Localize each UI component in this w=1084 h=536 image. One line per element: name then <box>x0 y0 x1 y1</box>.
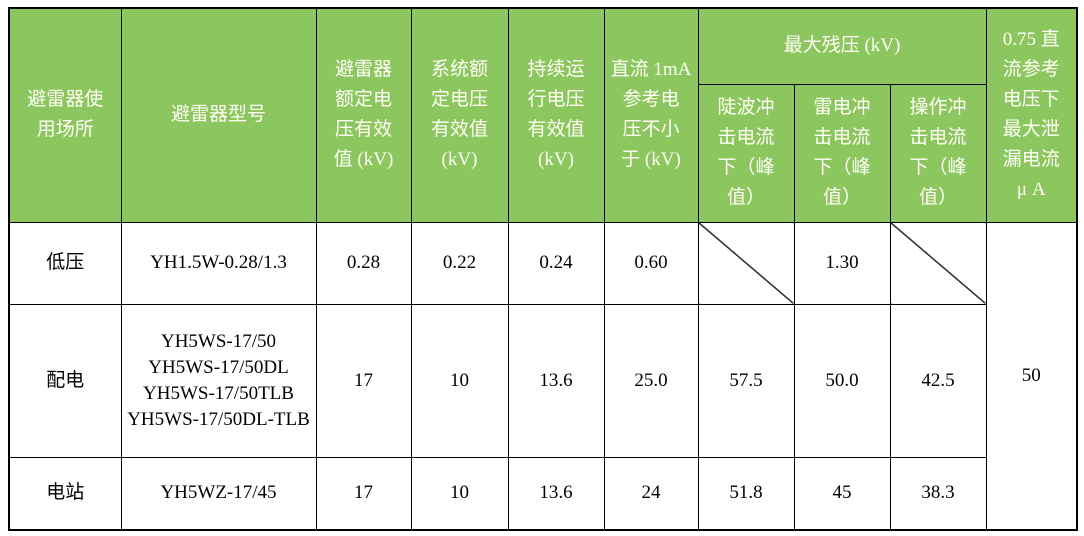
cell-rated: 17 <box>315 303 412 458</box>
table-row-station: 电站 YH5WZ-17/45 17 10 13.6 24 51.8 45 38.… <box>8 456 1077 531</box>
cell-lightning: 50.0 <box>793 303 891 458</box>
header-place: 避雷器使 用场所 <box>8 7 122 223</box>
cell-dc1ma: 25.0 <box>603 303 699 458</box>
cell-leakage-merged: 50 <box>985 221 1078 531</box>
cell-rated: 17 <box>315 456 412 531</box>
cell-model: YH5WS-17/50 YH5WS-17/50DL YH5WS-17/50TLB… <box>120 303 317 458</box>
diagonal-slash-cell-steep <box>697 221 795 305</box>
header-rated-voltage: 避雷器 额定电 压有效 值 (kV) <box>315 7 412 223</box>
cell-place: 电站 <box>8 456 122 531</box>
cell-lightning: 1.30 <box>793 221 891 305</box>
table-row-low-voltage: 低压 YH1.5W-0.28/1.3 0.28 0.22 0.24 0.60 1… <box>8 221 1078 531</box>
cell-switching: 42.5 <box>889 303 987 458</box>
cell-continuous: 13.6 <box>507 456 605 531</box>
cell-system: 10 <box>410 456 509 531</box>
header-dc-1ma-voltage: 直流 1mA 参考电 压不小 于 (kV) <box>603 7 699 223</box>
cell-continuous: 0.24 <box>507 221 605 305</box>
cell-dc1ma: 0.60 <box>603 221 699 305</box>
cell-system: 0.22 <box>410 221 509 305</box>
cell-steep: 57.5 <box>697 303 795 458</box>
header-max-residual-group: 最大残压 (kV) <box>697 7 987 85</box>
header-system-voltage: 系统额 定电压 有效值 (kV) <box>410 7 509 223</box>
header-model: 避雷器型号 <box>120 7 317 223</box>
diagonal-slash-cell-switching <box>889 221 987 305</box>
header-leakage-current: 0.75 直 流参考 电压下 最大泄 漏电流 μ A <box>985 7 1078 223</box>
cell-continuous: 13.6 <box>507 303 605 458</box>
cell-system: 10 <box>410 303 509 458</box>
table-row-distribution: 配电 YH5WS-17/50 YH5WS-17/50DL YH5WS-17/50… <box>8 303 1077 458</box>
cell-place: 低压 <box>8 221 122 305</box>
header-row-group: 避雷器使 用场所 避雷器型号 避雷器 额定电 压有效 值 (kV) 系统额 定电… <box>8 7 1078 223</box>
header-row-sub: 陡波冲 击电流 下（峰 值） 雷电冲 击电流 下（峰 值） 操作冲 击电流 下（… <box>9 83 1077 223</box>
header-lightning-impulse: 雷电冲 击电流 下（峰 值） <box>793 83 891 223</box>
header-steep-wave: 陡波冲 击电流 下（峰 值） <box>697 83 795 223</box>
cell-model: YH5WZ-17/45 <box>120 456 317 531</box>
arrester-parameters-table: 避雷器使 用场所 避雷器型号 避雷器 额定电 压有效 值 (kV) 系统额 定电… <box>8 7 1079 531</box>
cell-switching: 38.3 <box>889 456 987 531</box>
cell-place: 配电 <box>8 303 122 458</box>
cell-steep: 51.8 <box>697 456 795 531</box>
cell-rated: 0.28 <box>315 221 412 305</box>
header-continuous-voltage: 持续运 行电压 有效值 (kV) <box>507 7 605 223</box>
cell-model: YH1.5W-0.28/1.3 <box>120 221 317 305</box>
cell-lightning: 45 <box>793 456 891 531</box>
cell-dc1ma: 24 <box>603 456 699 531</box>
header-switching-impulse: 操作冲 击电流 下（峰 值） <box>889 83 987 223</box>
